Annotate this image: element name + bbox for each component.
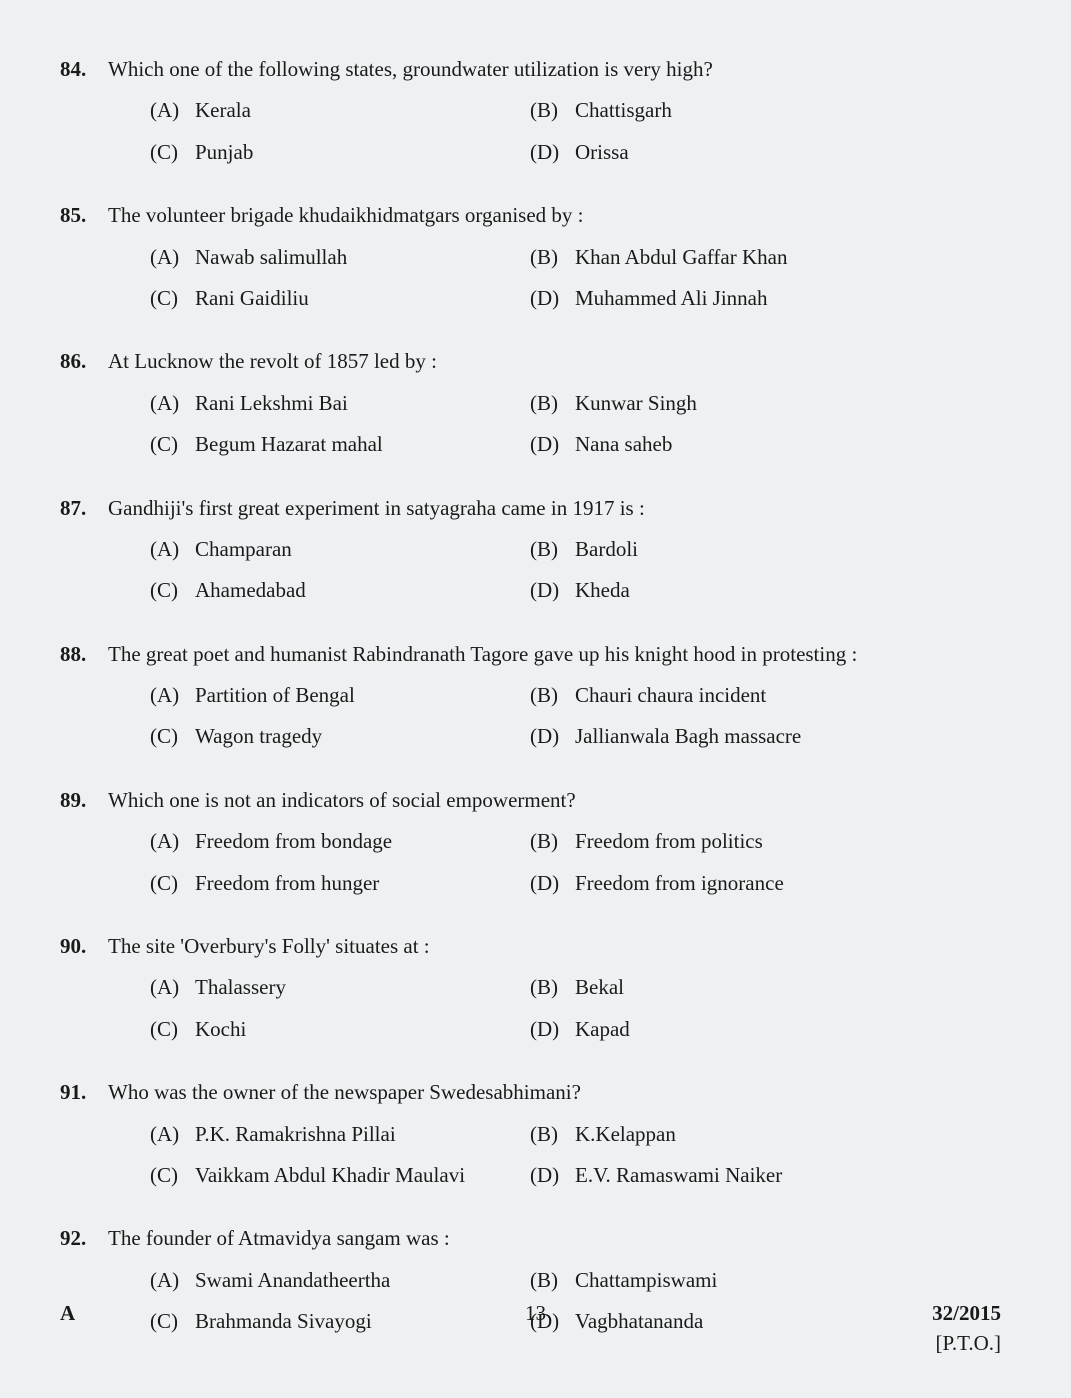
option-b: (B) Chattisgarh <box>530 96 1001 125</box>
option-letter: (A) <box>150 96 195 125</box>
option-letter: (C) <box>150 138 195 167</box>
question: 90. The site 'Overbury's Folly' situates… <box>60 932 1001 1044</box>
question: 86. At Lucknow the revolt of 1857 led by… <box>60 347 1001 459</box>
option-text: Punjab <box>195 138 530 167</box>
option-text: Chattisgarh <box>575 96 1001 125</box>
question-number: 88. <box>60 640 108 669</box>
question-text: The volunteer brigade khudaikhidmatgars … <box>108 201 1001 230</box>
options: (A) Kerala (B) Chattisgarh (C) Punjab (D… <box>150 96 1001 167</box>
footer-code: 32/2015 <box>932 1301 1001 1325</box>
question-text: The founder of Atmavidya sangam was : <box>108 1224 1001 1253</box>
footer-series: A <box>60 1299 75 1328</box>
question-text: The site 'Overbury's Folly' situates at … <box>108 932 1001 961</box>
question: 84. Which one of the following states, g… <box>60 55 1001 167</box>
question-text: Which one is not an indicators of social… <box>108 786 1001 815</box>
question-text: Who was the owner of the newspaper Swede… <box>108 1078 1001 1107</box>
page-footer: A 13 32/2015 [P.T.O.] <box>0 1299 1071 1358</box>
option-c: (C) Punjab <box>150 138 530 167</box>
question: 85. The volunteer brigade khudaikhidmatg… <box>60 201 1001 313</box>
options: (A)Nawab salimullah (B)Khan Abdul Gaffar… <box>150 243 1001 314</box>
footer-page-number: 13 <box>525 1299 546 1328</box>
question-text: Gandhiji's first great experiment in sat… <box>108 494 1001 523</box>
exam-page: 84. Which one of the following states, g… <box>0 0 1071 1398</box>
question-number: 87. <box>60 494 108 523</box>
question: 87. Gandhiji's first great experiment in… <box>60 494 1001 606</box>
option-letter: (B) <box>530 96 575 125</box>
option-text: Kerala <box>195 96 530 125</box>
question-number: 89. <box>60 786 108 815</box>
questions-list: 84. Which one of the following states, g… <box>60 55 1001 1337</box>
question-number: 92. <box>60 1224 108 1253</box>
question: 89. Which one is not an indicators of so… <box>60 786 1001 898</box>
option-d: (D) Orissa <box>530 138 1001 167</box>
option-letter: (D) <box>530 138 575 167</box>
question-text: The great poet and humanist Rabindranath… <box>108 640 1001 669</box>
question-text: At Lucknow the revolt of 1857 led by : <box>108 347 1001 376</box>
question-number: 84. <box>60 55 108 84</box>
question-number: 90. <box>60 932 108 961</box>
question-number: 86. <box>60 347 108 376</box>
question-number: 85. <box>60 201 108 230</box>
footer-right: 32/2015 [P.T.O.] <box>932 1299 1001 1358</box>
question: 88. The great poet and humanist Rabindra… <box>60 640 1001 752</box>
footer-pto: [P.T.O.] <box>932 1329 1001 1358</box>
question-number: 91. <box>60 1078 108 1107</box>
question-text: Which one of the following states, groun… <box>108 55 1001 84</box>
question: 91. Who was the owner of the newspaper S… <box>60 1078 1001 1190</box>
option-text: Orissa <box>575 138 1001 167</box>
option-a: (A) Kerala <box>150 96 530 125</box>
